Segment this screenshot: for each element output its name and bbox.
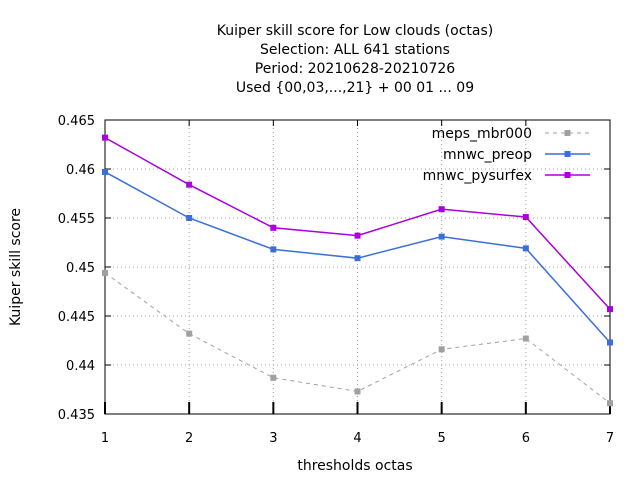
x-tick-label: 7 [606,431,614,446]
data-point [354,388,361,395]
legend-swatch-marker [564,130,571,136]
data-point [270,374,277,381]
legend-label: meps_mbr000 [432,126,532,142]
x-tick-label: 1 [101,431,109,446]
y-tick-label: 0.465 [58,114,95,129]
x-tick-label: 4 [353,431,361,446]
series-meps_mbr000 [102,269,613,407]
legend-swatch-marker [564,172,571,178]
title-line: Used {00,03,...,21} + 00 01 ... 09 [236,80,474,96]
legend-item: mnwc_preop [443,147,590,163]
grid [105,120,610,414]
data-point [354,255,361,262]
series-group [102,134,613,407]
data-point [354,232,361,239]
data-point [607,306,613,313]
title-line: Selection: ALL 641 stations [260,42,450,58]
data-point [607,339,613,346]
series-mnwc_pysurfex [102,134,613,313]
title-line: Kuiper skill score for Low clouds (octas… [217,23,493,39]
data-point [522,335,529,342]
data-point [186,181,193,188]
y-tick-label: 0.435 [58,408,95,423]
title-line: Period: 20210628-20210726 [255,61,455,77]
data-point [270,246,277,253]
x-axis-label: thresholds octas [297,458,412,474]
y-tick-label: 0.44 [66,359,95,374]
data-point [186,330,193,337]
x-tick-label: 3 [269,431,277,446]
y-axis-label: Kuiper skill score [8,208,24,326]
x-tick-label: 2 [185,431,193,446]
data-point [522,245,529,252]
data-point [102,168,108,175]
series-line [104,136,611,310]
series-mnwc_preop [102,168,613,346]
data-point [270,224,277,231]
y-tick-label: 0.445 [58,310,95,325]
legend-item: mnwc_pysurfex [423,168,590,184]
axis-ticks: 1 2 3 4 5 6 7 0.435 0.44 0.445 0.45 0.455 0.46 0.465 [58,114,614,446]
data-point [102,269,108,276]
x-tick-label: 6 [522,431,530,446]
data-point [522,214,529,221]
y-tick-label: 0.455 [58,212,95,227]
x-tick-label: 5 [438,431,446,446]
data-point [186,215,193,221]
data-point [438,233,445,240]
y-tick-label: 0.46 [66,163,95,178]
legend-item: meps_mbr000 [432,126,590,142]
data-point [607,400,613,407]
data-point [438,206,445,213]
legend-label: mnwc_pysurfex [423,168,532,184]
y-tick-label: 0.45 [66,261,95,276]
chart-title: Kuiper skill score for Low clouds (octas… [217,23,493,96]
data-point [438,346,445,353]
legend-label: mnwc_preop [443,147,532,163]
legend-swatch-marker [564,151,571,157]
legend: meps_mbr000 mnwc_preop mnwc_pysurfex [423,126,590,184]
data-point [102,134,108,141]
